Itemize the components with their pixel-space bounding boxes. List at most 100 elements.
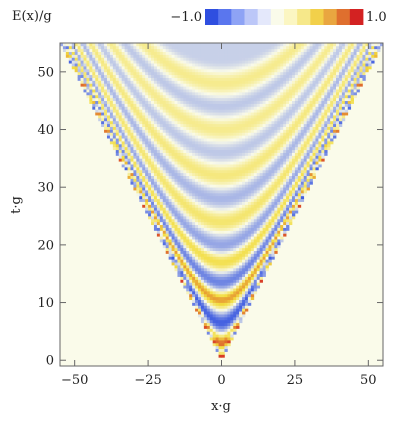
heatmap-cell [151,120,155,125]
heatmap-cell [198,265,202,269]
heatmap-cell [209,129,214,133]
colorbar-swatch [310,9,324,25]
heatmap-cell [247,218,252,223]
heatmap-cell [215,192,219,197]
heatmap-cell [247,230,252,234]
heatmap-cell [253,86,258,90]
heatmap-cell [227,305,231,309]
heatmap-cell [218,94,222,99]
heatmap-cell [127,80,131,84]
heatmap-cell [206,132,211,136]
heatmap-cell [168,158,172,162]
heatmap-cell [133,155,137,159]
heatmap-cell [221,345,225,350]
heatmap-cell [159,230,164,234]
heatmap-cell [294,80,299,84]
heatmap-cell [277,187,281,191]
heatmap-cell [297,201,302,205]
heatmap-cell [192,80,196,84]
heatmap-cell [221,233,225,237]
heatmap-cell [312,146,316,151]
heatmap-cell [315,106,319,110]
colorbar-swatch [205,9,219,25]
heatmap-cell [242,141,246,145]
heatmap-cell [271,132,275,136]
heatmap-cell [136,190,140,194]
heatmap-cell [256,132,261,136]
heatmap-cell [300,167,305,171]
heatmap-cell [195,89,199,93]
heatmap-cell [153,190,158,194]
heatmap-cell [233,161,237,165]
heatmap-cell [324,109,328,113]
heatmap-cell [239,184,243,188]
heatmap-cell [192,161,196,165]
heatmap-cell [192,94,196,99]
heatmap-cell [215,293,219,298]
heatmap-cell [259,94,263,99]
heatmap-cell [233,187,237,191]
heatmap-cell [104,74,108,78]
heatmap-cell [277,77,281,81]
heatmap-cell [297,175,302,179]
heatmap-cell [198,80,202,84]
heatmap-cell [236,192,240,197]
heatmap-cell [250,143,255,148]
heatmap-cell [247,285,252,289]
heatmap-cell [291,216,296,220]
heatmap-cell [186,158,190,162]
heatmap-cell [262,155,266,159]
heatmap-cell [341,100,346,104]
heatmap-cell [253,146,258,151]
heatmap-cell [236,187,240,191]
heatmap-cell [233,138,237,142]
heatmap-cell [242,123,246,127]
heatmap-cell [174,253,178,257]
heatmap-cell [253,100,258,104]
heatmap-cell [253,207,258,211]
heatmap-cell [215,265,219,269]
heatmap-cell [303,92,308,96]
heatmap-cell [330,112,334,116]
heatmap-cell [239,311,243,315]
heatmap-cell [247,299,252,303]
heatmap-cell [139,115,143,119]
heatmap-cell [209,158,214,162]
heatmap-cell [253,213,258,217]
heatmap-cell [221,181,225,185]
heatmap-cell [189,296,193,301]
heatmap-cell [256,103,261,107]
heatmap-cell [236,175,240,179]
heatmap-cell [151,190,155,194]
heatmap-cell [162,123,167,127]
heatmap-cell [259,112,263,116]
heatmap-cell [227,273,231,277]
heatmap-cell [168,201,172,205]
heatmap-cell [206,97,211,102]
heatmap-cell [244,161,249,165]
heatmap-cell [139,89,143,93]
heatmap-cell [121,161,125,165]
heatmap-cell [271,198,275,202]
heatmap-cell [165,129,169,133]
heatmap-cell [244,158,249,162]
heatmap-cell [259,71,263,76]
heatmap-cell [215,233,219,237]
heatmap-cell [112,138,117,142]
heatmap-cell [139,161,143,165]
heatmap-cell [124,74,128,78]
heatmap-cell [95,92,99,96]
heatmap-cell [306,178,310,182]
heatmap-cell [297,100,302,104]
heatmap-cell [271,190,275,194]
heatmap-cell [268,109,272,113]
heatmap-cell [321,77,325,81]
heatmap-cell [198,149,202,153]
heatmap-cell [274,216,278,220]
heatmap-cell [247,89,252,93]
heatmap-cell [227,181,231,185]
heatmap-cell [189,221,193,226]
heatmap-cell [186,273,190,277]
heatmap-cell [177,132,181,136]
heatmap-cell [221,143,225,148]
